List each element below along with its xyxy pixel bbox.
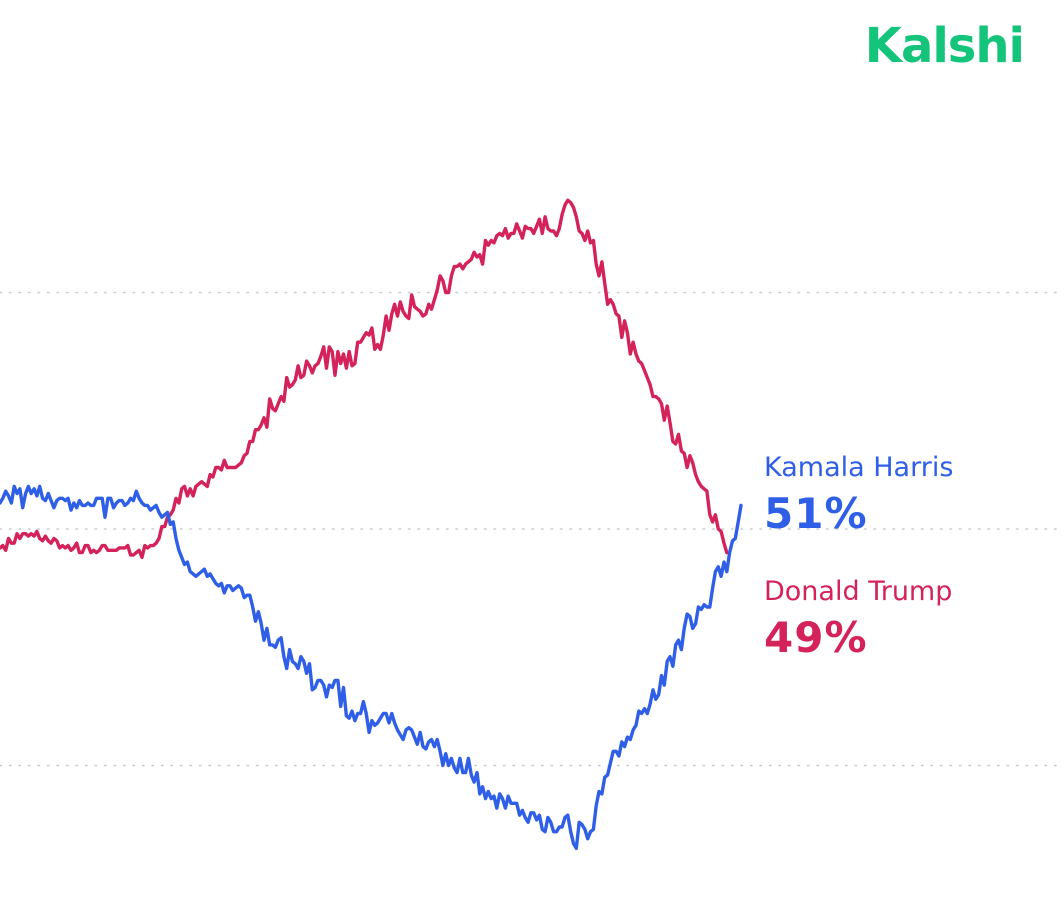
- series-line-donald-trump: [0, 198, 729, 560]
- legend-trump-name: Donald Trump: [764, 576, 953, 607]
- legend-harris: Kamala Harris 51%: [764, 454, 953, 535]
- series-lines: [0, 198, 743, 850]
- legend-harris-name: Kamala Harris: [764, 452, 954, 483]
- kalshi-logo: Kalshi: [864, 18, 1025, 74]
- legend-trump: Donald Trump 49%: [764, 578, 952, 659]
- legend-trump-value: 49%: [764, 613, 868, 662]
- legend-harris-value: 51%: [764, 489, 868, 538]
- gridlines: [0, 291, 1064, 767]
- series-line-kamala-harris: [0, 484, 743, 850]
